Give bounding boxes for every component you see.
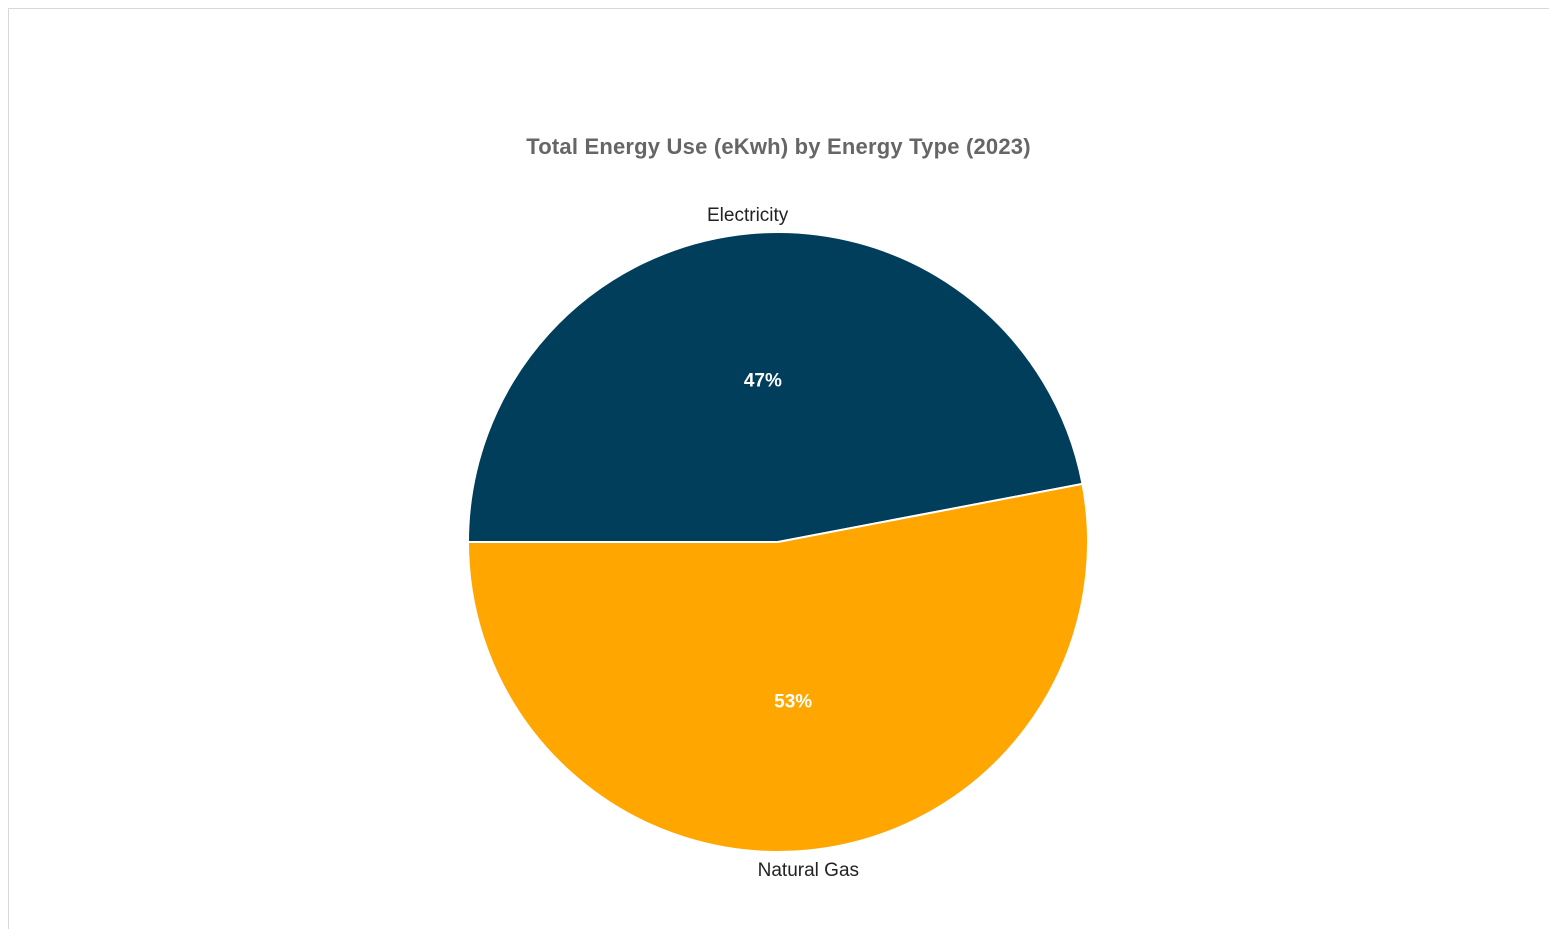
chart-title: Total Energy Use (eKwh) by Energy Type (… xyxy=(526,134,1031,159)
slice-category-label-electricity: Electricity xyxy=(707,205,789,226)
slice-percent-label-natural-gas: 53% xyxy=(774,692,812,713)
pie-slice-electricity[interactable] xyxy=(466,231,1084,543)
pie-slice-natural-gas[interactable] xyxy=(466,482,1089,853)
slice-category-label-natural-gas: Natural Gas xyxy=(758,860,859,881)
slice-percent-label-electricity: 47% xyxy=(744,371,782,392)
